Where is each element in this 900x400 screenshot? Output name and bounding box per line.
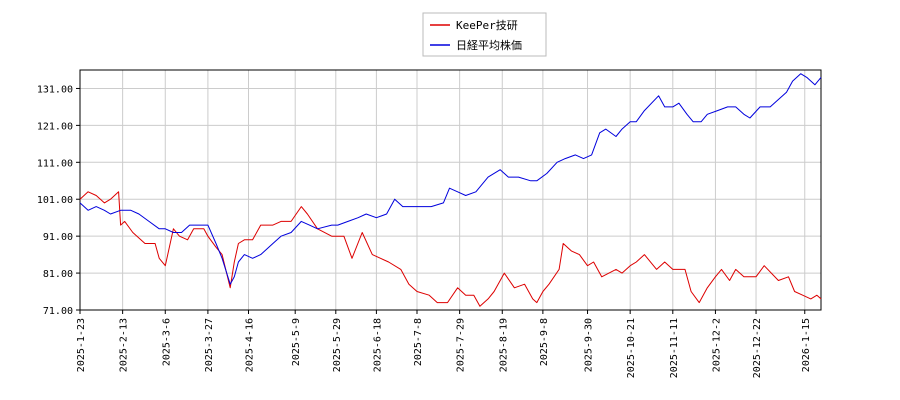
x-tick-label: 2025-3-27	[204, 318, 215, 372]
x-tick-label: 2025-4-16	[245, 318, 256, 372]
x-tick-label: 2025-11-11	[669, 318, 680, 378]
y-axis: 71.00 81.00 91.00 101.00 111.00 121.00 131.00	[37, 84, 80, 317]
x-tick-label: 2025-7-29	[456, 318, 467, 372]
legend-label-keeper: KeePer技研	[456, 19, 518, 32]
y-tick-label: 121.00	[37, 121, 73, 132]
y-tick-label: 111.00	[37, 158, 73, 169]
x-tick-label: 2025-12-2	[711, 318, 722, 372]
series-line-1	[79, 73, 822, 285]
x-tick-label: 2025-5-29	[332, 318, 343, 372]
x-tick-label: 2025-12-22	[752, 318, 763, 378]
y-tick-label: 81.00	[43, 269, 73, 280]
x-tick-label: 2025-2-13	[119, 318, 130, 372]
legend: KeePer技研 日経平均株価	[422, 12, 547, 57]
x-tick-label: 2025-7-8	[413, 318, 424, 366]
y-tick-label: 91.00	[43, 232, 73, 243]
legend-label-nikkei: 日経平均株価	[456, 38, 522, 52]
plot-frame	[79, 69, 822, 311]
x-tick-label: 2025-8-19	[498, 318, 509, 372]
y-tick-label: 131.00	[37, 84, 73, 95]
legend-box	[422, 12, 547, 57]
x-tick-label: 2025-6-18	[372, 318, 383, 372]
x-tick-label: 2025-9-8	[539, 318, 550, 366]
x-axis: 2025-1-23 2025-2-13 2025-3-6 2025-3-27 2025-…	[76, 310, 812, 378]
x-tick-label: 2025-9-30	[584, 318, 595, 372]
series-line-0	[79, 191, 822, 307]
x-tick-label: 2025-10-21	[626, 318, 637, 378]
x-tick-label: 2025-5-9	[291, 318, 302, 366]
x-tick-label: 2026-1-15	[801, 318, 812, 372]
series-group	[79, 73, 822, 307]
x-tick-label: 2025-1-23	[76, 318, 87, 372]
y-tick-label: 101.00	[37, 195, 73, 206]
x-tick-label: 2025-3-6	[161, 318, 172, 366]
grid	[79, 70, 821, 311]
y-tick-label: 71.00	[43, 306, 73, 317]
